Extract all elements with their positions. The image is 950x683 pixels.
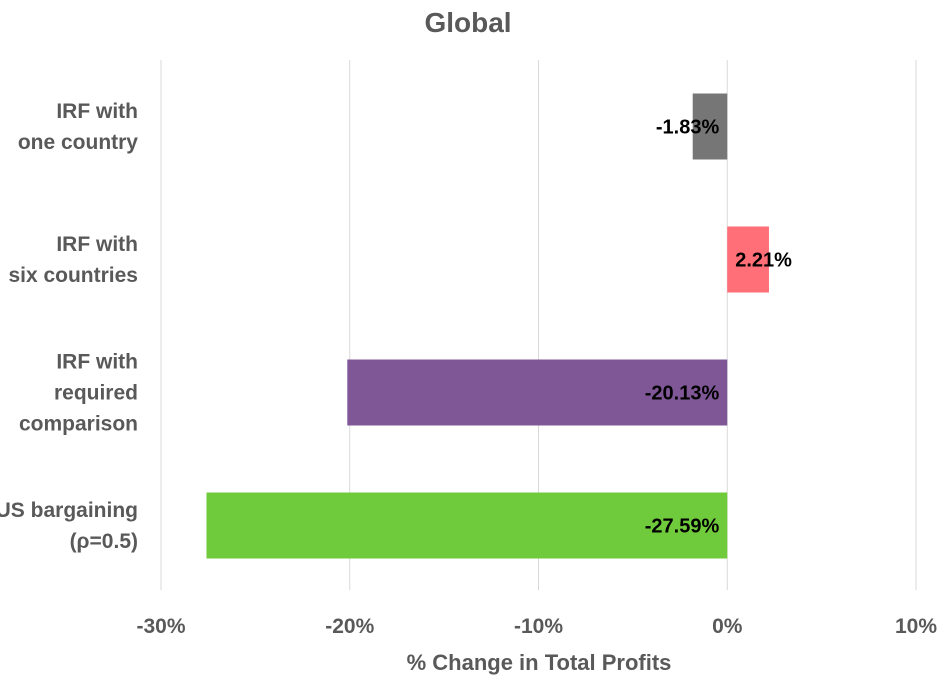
data-labels: -1.83% 2.21% -20.13% -27.59% xyxy=(645,117,792,538)
x-tick-label: -30% xyxy=(136,615,185,638)
x-axis-ticks: -30% -20% -10% 0% 10% xyxy=(136,615,937,638)
bar xyxy=(727,226,769,293)
category-label-line: one country xyxy=(18,131,138,154)
category-label-line: IRF with xyxy=(56,233,138,256)
category-label-line: US bargaining xyxy=(0,499,138,522)
data-label: 2.21% xyxy=(735,250,792,272)
x-axis-title: % Change in Total Profits xyxy=(407,650,672,675)
x-tick-label: 0% xyxy=(712,615,743,638)
x-tick-label: 10% xyxy=(895,615,937,638)
category-label: IRF with required comparison xyxy=(19,351,138,436)
x-tick-label: -10% xyxy=(514,615,563,638)
bar xyxy=(347,359,728,426)
category-label: IRF with six countries xyxy=(8,233,138,287)
category-label-line: comparison xyxy=(19,413,138,436)
x-tick-label: -20% xyxy=(325,615,374,638)
chart-title: Global xyxy=(424,7,511,38)
category-label-line: IRF with xyxy=(56,100,138,123)
category-label-line: (ρ=0.5) xyxy=(70,530,138,553)
category-label-line: IRF with xyxy=(56,351,138,374)
bar xyxy=(206,492,728,559)
bars xyxy=(206,93,769,559)
bar xyxy=(692,93,728,160)
category-label-line: required xyxy=(54,382,138,405)
data-label: -27.59% xyxy=(645,516,720,538)
category-label: IRF with one country xyxy=(18,100,138,154)
category-label: US bargaining (ρ=0.5) xyxy=(0,499,138,553)
category-labels: IRF with one country IRF with six countries… xyxy=(0,100,138,553)
data-label: -1.83% xyxy=(656,117,720,139)
category-label-line: six countries xyxy=(8,264,138,287)
data-label: -20.13% xyxy=(645,383,720,405)
